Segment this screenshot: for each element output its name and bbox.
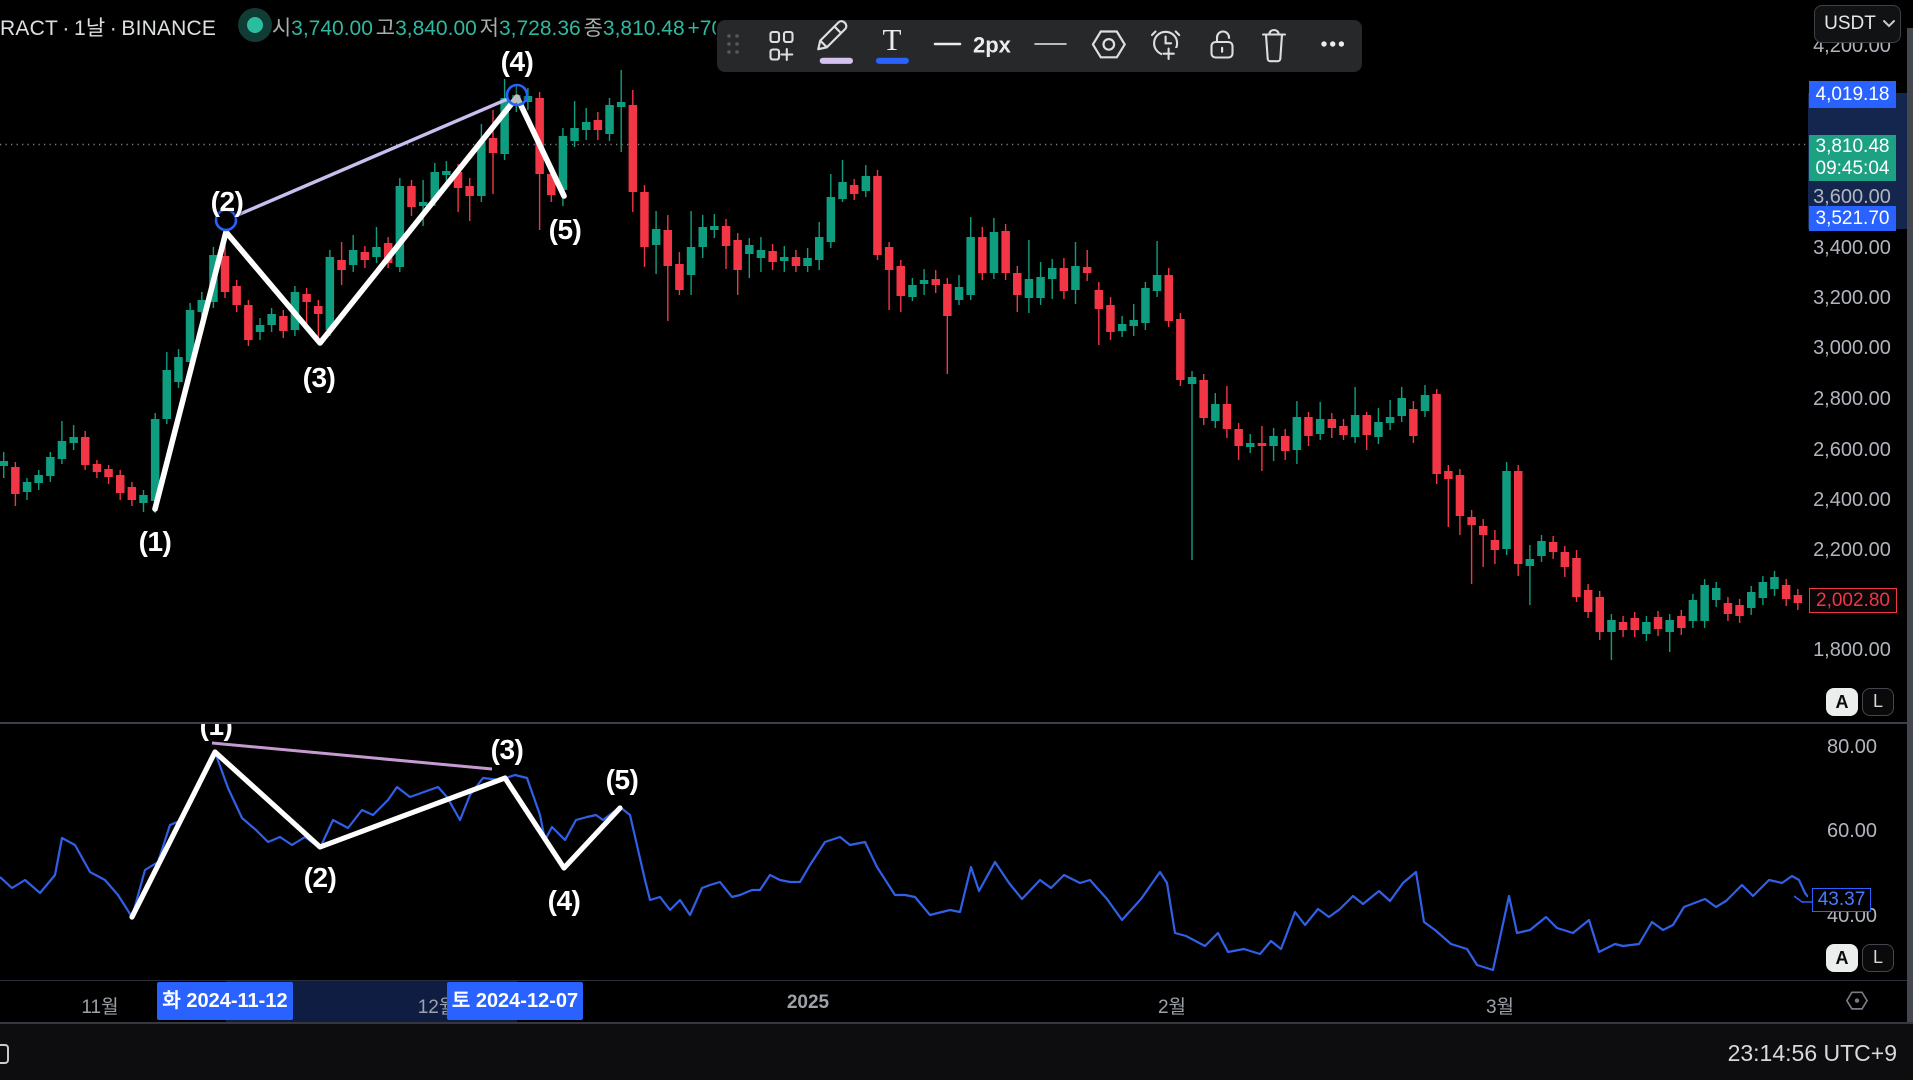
svg-text:T: T: [883, 22, 902, 57]
svg-text:2px: 2px: [973, 33, 1012, 58]
